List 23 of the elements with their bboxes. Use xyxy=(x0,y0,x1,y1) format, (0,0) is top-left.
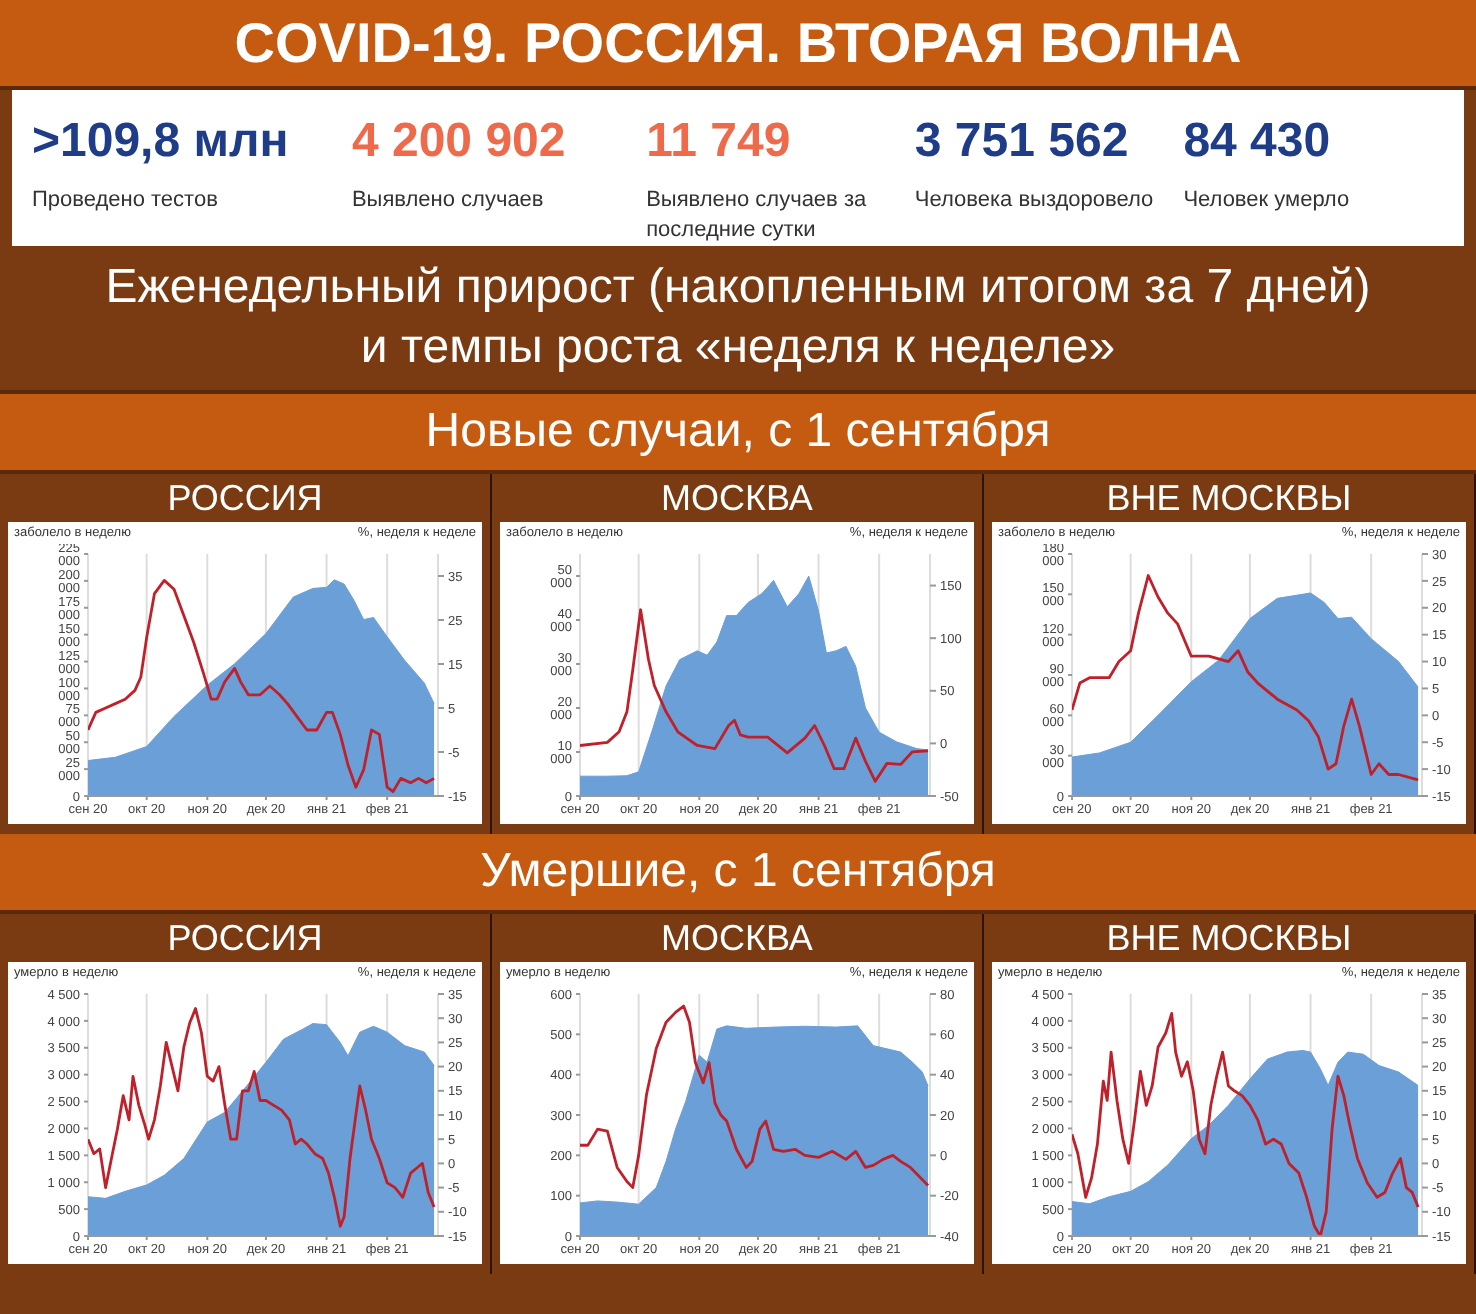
text: COVID-19. РОССИЯ. ВТОРАЯ ВОЛНА xyxy=(234,12,1242,74)
text: Выявлено случаев xyxy=(351,188,544,212)
text: Проведено тестов xyxy=(32,188,218,212)
chart-title: МОСКВА xyxy=(661,478,813,518)
text: >109,8 млн xyxy=(32,114,289,168)
text: 4 200 902 xyxy=(351,114,566,168)
text: Человек умерло xyxy=(1183,188,1350,212)
text: Умершие, с 1 сентября xyxy=(480,844,996,898)
text: 84 430 xyxy=(1183,114,1331,168)
line-series xyxy=(580,608,930,783)
text: 3 751 562 xyxy=(914,114,1129,168)
chart-title: ВНЕ МОСКВЫ xyxy=(1106,918,1352,958)
chart-title: МОСКВА xyxy=(661,918,813,958)
text: и темпы роста «неделя к неделе» xyxy=(360,320,1116,374)
text: Человека выздоровело xyxy=(914,188,1154,212)
text: 11 749 xyxy=(646,114,791,168)
chart-title: РОССИЯ xyxy=(167,478,323,518)
text: Выявлено случаев за последние сутки xyxy=(646,188,867,243)
chart-title: РОССИЯ xyxy=(167,918,323,958)
line-series xyxy=(580,1004,930,1189)
text: Новые случаи, с 1 сентября xyxy=(425,404,1051,458)
text: Еженедельный прирост (накопленным итогом за 7 дней) xyxy=(105,260,1371,314)
chart-title: ВНЕ МОСКВЫ xyxy=(1106,478,1352,518)
